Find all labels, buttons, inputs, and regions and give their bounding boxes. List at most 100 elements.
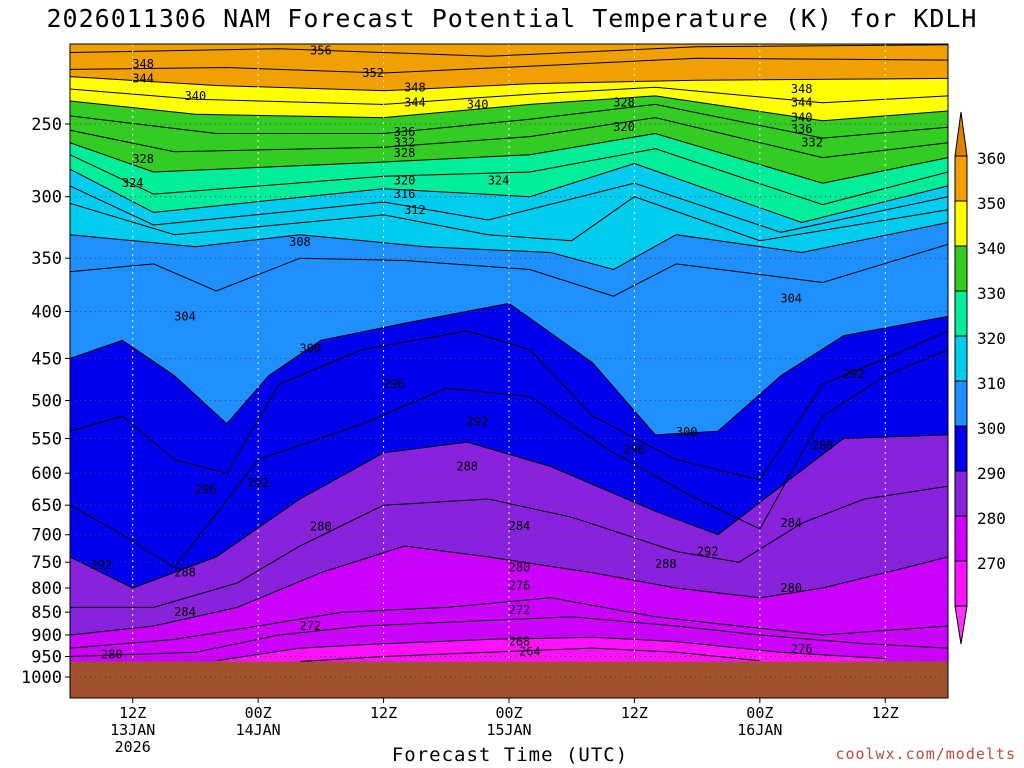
- x-tick-label-30-1: 12Z: [370, 704, 397, 722]
- colorbar-band-350: [954, 200, 968, 247]
- y-tick-label-450: 450: [31, 349, 62, 369]
- x-tick-label-18-2: 14JAN: [236, 721, 281, 739]
- colorbar-band-360: [954, 155, 968, 202]
- isentrope-292: [70, 349, 948, 569]
- colorbar-label-360: 360: [977, 149, 1006, 168]
- isentrope-320: [70, 162, 948, 224]
- y-tick-label-300: 300: [31, 188, 62, 208]
- x-tick-label-6-2: 13JAN: [110, 721, 155, 739]
- colorbar-label-270: 270: [977, 554, 1006, 573]
- isentrope-304: [70, 243, 948, 297]
- x-tick-label-42-2: 15JAN: [486, 721, 531, 739]
- y-tick-label-250: 250: [31, 115, 62, 135]
- contour-label-288: 288: [655, 557, 677, 571]
- isentrope-lines: [70, 44, 948, 662]
- colorbar-label-330: 330: [977, 284, 1006, 303]
- contour-label-348: 348: [404, 80, 426, 94]
- isentrope-356: [70, 44, 948, 57]
- isentrope-308: [70, 222, 948, 271]
- y-tick-label-650: 650: [31, 496, 62, 516]
- colorbar-label-280: 280: [977, 509, 1006, 528]
- contour-label-300: 300: [300, 342, 322, 356]
- contour-label-308: 308: [289, 235, 311, 249]
- contour-label-292: 292: [247, 476, 269, 490]
- x-tick-label-54-1: 12Z: [621, 704, 648, 722]
- contour-label-328: 328: [394, 146, 416, 160]
- contour-label-320: 320: [613, 120, 635, 134]
- colorbar-band-330: [954, 290, 968, 337]
- isentrope-288: [70, 434, 948, 589]
- isentrope-344: [70, 86, 948, 105]
- y-tick-label-550: 550: [31, 430, 62, 450]
- contour-label-340: 340: [791, 111, 813, 125]
- colorbar-label-310: 310: [977, 374, 1006, 393]
- y-axis: 250 300 350 400 450 500 550 600 650 700 750 800 850 9…: [21, 115, 70, 688]
- x-tick-label-18-1: 00Z: [245, 704, 272, 722]
- y-tick-label-600: 600: [31, 464, 62, 484]
- colorbar-label-300: 300: [977, 419, 1006, 438]
- y-tick-label-850: 850: [31, 603, 62, 623]
- contour-label-296: 296: [383, 377, 405, 391]
- contour-label-292: 292: [843, 367, 865, 381]
- contour-label-324: 324: [488, 173, 510, 187]
- contour-label-280: 280: [101, 647, 123, 661]
- isentrope-268: [216, 636, 886, 662]
- contour-label-356: 356: [310, 44, 332, 58]
- contour-label-296: 296: [195, 483, 217, 497]
- contour-label-264: 264: [519, 644, 541, 658]
- isentrope-276: [70, 597, 948, 649]
- contour-label-280: 280: [780, 581, 802, 595]
- contour-label-280: 280: [509, 561, 531, 575]
- isentrope-280: [70, 545, 948, 636]
- contour-label-352: 352: [362, 66, 384, 80]
- contour-label-304: 304: [174, 309, 196, 323]
- contour-label-336: 336: [791, 122, 813, 136]
- x-tick-label-78-1: 12Z: [872, 704, 899, 722]
- contour-label-276: 276: [509, 578, 531, 592]
- colorbar-label-290: 290: [977, 464, 1006, 483]
- contour-label-348: 348: [132, 57, 154, 71]
- contour-label-296: 296: [624, 442, 646, 456]
- y-tick-label-750: 750: [31, 553, 62, 573]
- isentrope-316: [70, 182, 948, 233]
- x-tick-label-6-1: 12Z: [119, 704, 146, 722]
- isentrope-336: [70, 103, 948, 139]
- y-tick-label-400: 400: [31, 302, 62, 322]
- contour-label-336: 336: [394, 125, 416, 139]
- contour-label-328: 328: [132, 152, 154, 166]
- contour-label-328: 328: [613, 96, 635, 110]
- contour-label-272: 272: [300, 619, 322, 633]
- contour-label-272: 272: [509, 603, 531, 617]
- y-tick-label-800: 800: [31, 579, 62, 599]
- contour-label-332: 332: [394, 136, 416, 150]
- y-tick-label-900: 900: [31, 626, 62, 646]
- isentrope-324: [70, 148, 948, 206]
- colorbar-band-270: [954, 560, 968, 607]
- contour-label-340: 340: [467, 97, 489, 111]
- contour-label-280: 280: [310, 520, 332, 534]
- isentrope-300: [70, 302, 948, 436]
- contour-label-344: 344: [404, 96, 426, 110]
- chart-title: 2026011306 NAM Forecast Potential Temper…: [46, 4, 978, 33]
- colorbar-band-320: [954, 335, 968, 382]
- contour-label-312: 312: [404, 203, 426, 217]
- contour-label-340: 340: [185, 89, 207, 103]
- contour-label-348: 348: [791, 82, 813, 96]
- isentrope-348: [70, 76, 948, 92]
- contour-label-288: 288: [456, 460, 478, 474]
- contour-label-288: 288: [812, 439, 834, 453]
- contour-label-332: 332: [801, 136, 823, 150]
- x-axis-label: Forecast Time (UTC): [391, 744, 629, 766]
- y-tick-label-500: 500: [31, 392, 62, 412]
- isentrope-264: [299, 647, 760, 662]
- isentrope-312: [70, 196, 948, 242]
- colorbar-band-280: [954, 515, 968, 562]
- isentrope-340: [70, 95, 948, 122]
- ground-surface: [70, 661, 948, 698]
- colorbar-arrow-bottom: [954, 605, 968, 645]
- y-tick-label-700: 700: [31, 526, 62, 546]
- y-tick-label-950: 950: [31, 648, 62, 668]
